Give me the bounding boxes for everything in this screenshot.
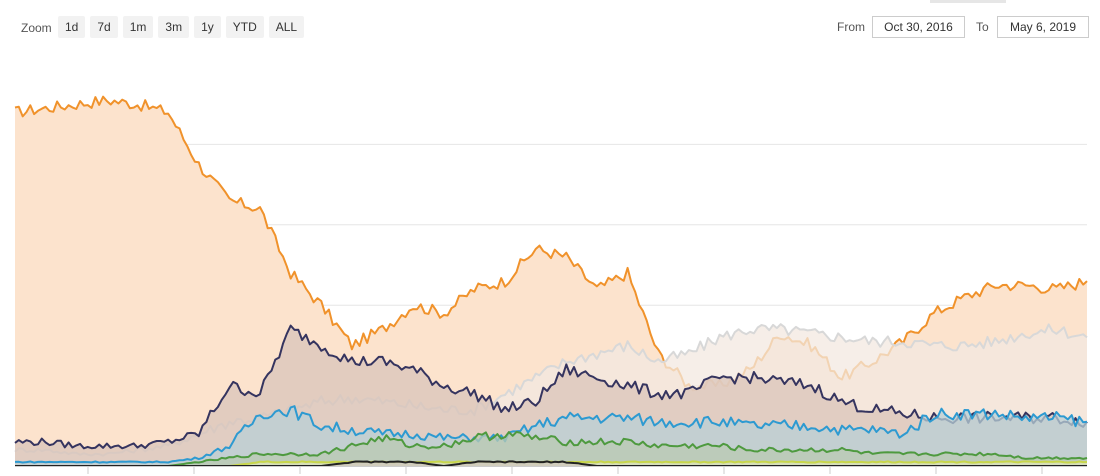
area-chart: [14, 95, 1088, 474]
top-tab-indicator: [930, 0, 1006, 3]
chart-series-group: [14, 95, 1088, 467]
from-date-input[interactable]: Oct 30, 2016: [872, 16, 965, 38]
to-label: To: [976, 20, 989, 34]
zoom-label: Zoom: [21, 21, 52, 35]
series-4-area: [15, 431, 1087, 466]
zoom-button-group: 1d 7d 1m 3m 1y YTD ALL: [58, 16, 305, 38]
series-4: [15, 430, 1088, 467]
zoom-1d-button[interactable]: 1d: [58, 16, 86, 38]
series-6-area: [15, 461, 1087, 466]
x-axis: [15, 466, 1087, 474]
zoom-all-button[interactable]: ALL: [268, 16, 305, 38]
zoom-1m-button[interactable]: 1m: [122, 16, 154, 38]
zoom-7d-button[interactable]: 7d: [90, 16, 118, 38]
zoom-3m-button[interactable]: 3m: [158, 16, 190, 38]
series-4-line: [15, 430, 1088, 467]
zoom-1y-button[interactable]: 1y: [194, 16, 221, 38]
series-2-line: [14, 324, 1088, 450]
series-3-line: [14, 405, 1088, 464]
to-date-input[interactable]: May 6, 2019: [997, 16, 1089, 38]
from-label: From: [837, 20, 865, 34]
series-0-line: [14, 95, 1088, 392]
zoom-ytd-button[interactable]: YTD: [225, 16, 264, 38]
range-selector-toolbar: Zoom 1d 7d 1m 3m 1y YTD ALL From Oct 30,…: [0, 0, 1100, 56]
